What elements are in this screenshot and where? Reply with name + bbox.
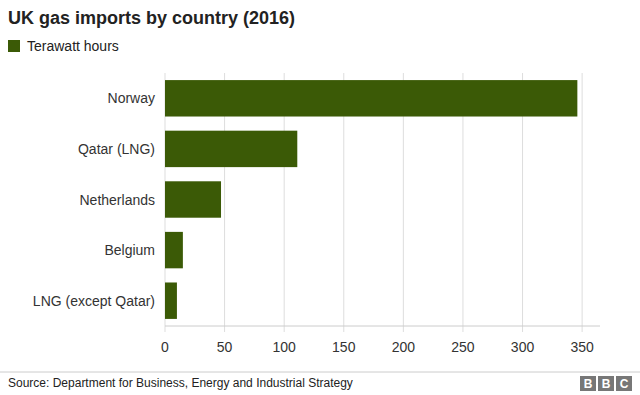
- logo-letter: B: [584, 377, 593, 391]
- tick-label: 350: [570, 339, 594, 355]
- category-label: Norway: [108, 90, 155, 106]
- category-label: Netherlands: [80, 192, 156, 208]
- bar: [165, 131, 297, 167]
- tick-label: 0: [161, 339, 169, 355]
- source: Source: Department for Business, Energy …: [8, 376, 353, 390]
- bar: [165, 282, 177, 318]
- logo-box: [580, 376, 596, 391]
- category-label: Belgium: [104, 242, 155, 258]
- bars: [165, 80, 577, 319]
- bar: [165, 181, 221, 217]
- logo-box: [598, 376, 614, 391]
- logo-box: [616, 376, 632, 391]
- bar: [165, 232, 183, 268]
- tick-label: 150: [332, 339, 356, 355]
- footer-rule: [0, 372, 640, 373]
- grid-line: [582, 73, 583, 332]
- chart-svg: UK gas imports by country (2016) Terawatt…: [0, 0, 640, 395]
- title: UK gas imports by country (2016): [8, 8, 295, 28]
- category-label: LNG (except Qatar): [33, 293, 155, 309]
- legend-label: Terawatt hours: [27, 38, 119, 54]
- logo-letter: B: [602, 377, 611, 391]
- bar: [165, 80, 577, 116]
- legend-swatch: [8, 40, 20, 52]
- tick-label: 300: [511, 339, 535, 355]
- tick-label: 250: [451, 339, 475, 355]
- x-axis-line: [165, 326, 600, 327]
- category-label: Qatar (LNG): [78, 141, 155, 157]
- logo-letter: C: [620, 377, 629, 391]
- tick-label: 200: [392, 339, 416, 355]
- tick-label: 50: [217, 339, 233, 355]
- tick-label: 100: [272, 339, 296, 355]
- chart-container: UK gas imports by country (2016) Terawatt…: [0, 0, 640, 395]
